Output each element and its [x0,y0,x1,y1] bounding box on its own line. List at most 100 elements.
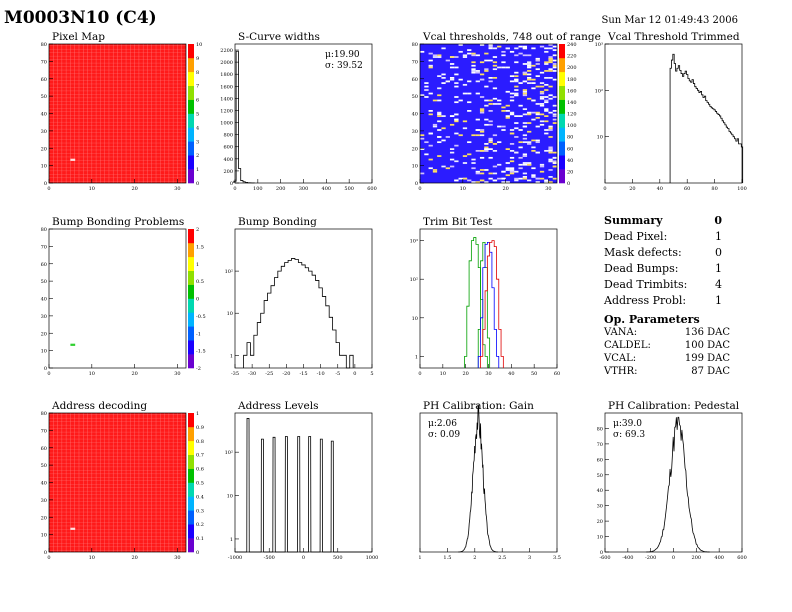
heatmap-cell [514,92,519,95]
heatmap-cell [437,75,442,78]
heatmap-cell [522,177,528,180]
heatmap-cell [475,181,480,183]
heatmap-cell [514,75,519,78]
palette-label: 220 [567,54,577,60]
heatmap-cell [445,167,450,170]
y-tick-label: 200 [223,169,233,175]
heatmap-cell [531,139,536,142]
y-tick-label: 10 [597,535,603,541]
summary-label: Dead Pixel: [604,230,668,243]
heatmap-cell [428,110,433,112]
heatmap-cell [437,120,442,123]
heatmap-cell [492,61,498,64]
y-tick-label: 1400 [220,96,233,102]
heatmap-cell [441,82,446,84]
heatmap-cell [428,167,433,170]
heatmap-cell [449,148,455,150]
heatmap-cell [449,66,455,69]
op-param-row: VANA: 136 DAC [604,326,730,339]
heatmap-cell [479,96,485,98]
y-tick-label: 10 [412,316,418,322]
heatmap-cell [548,169,553,171]
palette-label: 0 [196,181,199,187]
x-tick-label: 20 [629,186,635,192]
heatmap-cell [522,176,528,178]
heatmap-cell [454,160,459,163]
heatmap-cell [552,59,557,62]
x-tick-label: 60 [554,371,560,377]
chart-title: Bump Bonding Problems [52,216,184,228]
op-param-value: 87 DAC [691,366,730,377]
heatmap-cell [475,170,480,173]
heatmap-cell [552,162,557,164]
heatmap-cell [518,167,523,170]
heatmap-cell [471,167,476,170]
y-tick-label: 50 [597,473,603,479]
palette-swatch [559,99,565,114]
palette-swatch [188,326,194,341]
palette-label: 0.2 [196,522,204,528]
heatmap-cell [544,50,549,53]
y-tick-label: 70 [597,442,603,448]
heatmap-cell [488,80,493,83]
heatmap-cell [552,151,557,154]
y-tick-label: 70 [41,244,47,250]
op-param-label: CALDEL: [604,340,651,351]
heatmap-cell [441,77,446,79]
heatmap-cell [432,54,438,57]
timestamp: Sun Mar 12 01:49:43 2006 [601,15,738,26]
heatmap-cell [462,54,468,57]
heatmap-cell [471,54,476,57]
heatmap-cell [539,92,545,95]
heatmap-outlier [70,527,76,530]
palette-swatch [188,85,194,100]
histogram-line [243,258,354,369]
heatmap-cell [535,75,540,78]
palette-swatch [188,354,194,369]
palette-swatch [188,141,194,156]
heatmap-cell [492,87,498,90]
x-tick-label: 10 [89,371,95,377]
heatmap-cell [488,120,493,123]
plot-frame [419,228,558,369]
x-tick-label: 0 [47,555,50,561]
module-title: M0003N10 (C4) [4,8,157,28]
bump-problems-chart: Bump Bonding Problems -2 -1.5 -1 -0.5 0 0.5 1 1.… [41,216,206,377]
heatmap-cell [544,110,549,112]
chart-title: PH Calibration: Pedestal [608,400,740,412]
trim-series-line [464,237,488,368]
heatmap-cell [544,70,549,72]
heatmap-cell [552,64,557,67]
y-tick-label: 30 [41,129,47,135]
heatmap-cell [518,115,523,117]
y-tick-label: 1000 [220,121,233,127]
heatmap-cell [544,115,549,117]
stats-label: μ:39.0 [613,419,642,429]
heatmap-cell [505,167,510,170]
heatmap-cell [505,115,510,117]
heatmap-cell [514,47,519,50]
plot-frame [604,412,743,553]
x-tick-label: 0 [672,555,675,561]
heatmap-cell [432,123,438,126]
x-tick-label: 10 [440,371,446,377]
heatmap-cell [492,77,498,79]
heatmap-cell [471,70,476,72]
palette-swatch [559,141,565,156]
y-tick-label: 30 [41,498,47,504]
x-tick-label: 0 [47,371,50,377]
heatmap-cell [505,90,510,93]
heatmap-cell [475,134,480,137]
heatmap-cell [522,71,528,74]
y-tick-label: 80 [41,227,47,233]
heatmap-cell [548,148,553,150]
heatmap-cell [420,172,425,175]
heatmap-cell [531,111,536,114]
heatmap-cell [475,80,480,83]
heatmap-cell [475,149,480,152]
chart-title: Vcal Threshold Trimmed [607,31,740,43]
palette-swatch [188,169,194,184]
palette-label: 6 [196,98,199,104]
heatmap-cell [420,148,425,150]
heatmap-cell [548,149,553,152]
